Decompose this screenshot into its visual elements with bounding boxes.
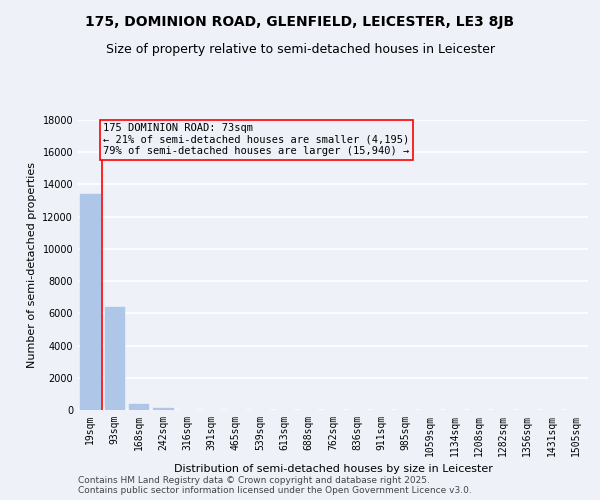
Y-axis label: Number of semi-detached properties: Number of semi-detached properties: [27, 162, 37, 368]
Bar: [80, 194, 100, 410]
Text: 175 DOMINION ROAD: 73sqm
← 21% of semi-detached houses are smaller (4,195)
79% o: 175 DOMINION ROAD: 73sqm ← 21% of semi-d…: [103, 123, 410, 156]
Text: Contains HM Land Registry data © Crown copyright and database right 2025.
Contai: Contains HM Land Registry data © Crown c…: [78, 476, 472, 495]
X-axis label: Distribution of semi-detached houses by size in Leicester: Distribution of semi-detached houses by …: [173, 464, 493, 474]
Text: Size of property relative to semi-detached houses in Leicester: Size of property relative to semi-detach…: [106, 42, 494, 56]
Bar: [105, 307, 124, 410]
Text: 175, DOMINION ROAD, GLENFIELD, LEICESTER, LE3 8JB: 175, DOMINION ROAD, GLENFIELD, LEICESTER…: [85, 15, 515, 29]
Bar: [129, 404, 148, 410]
Bar: [153, 408, 173, 410]
